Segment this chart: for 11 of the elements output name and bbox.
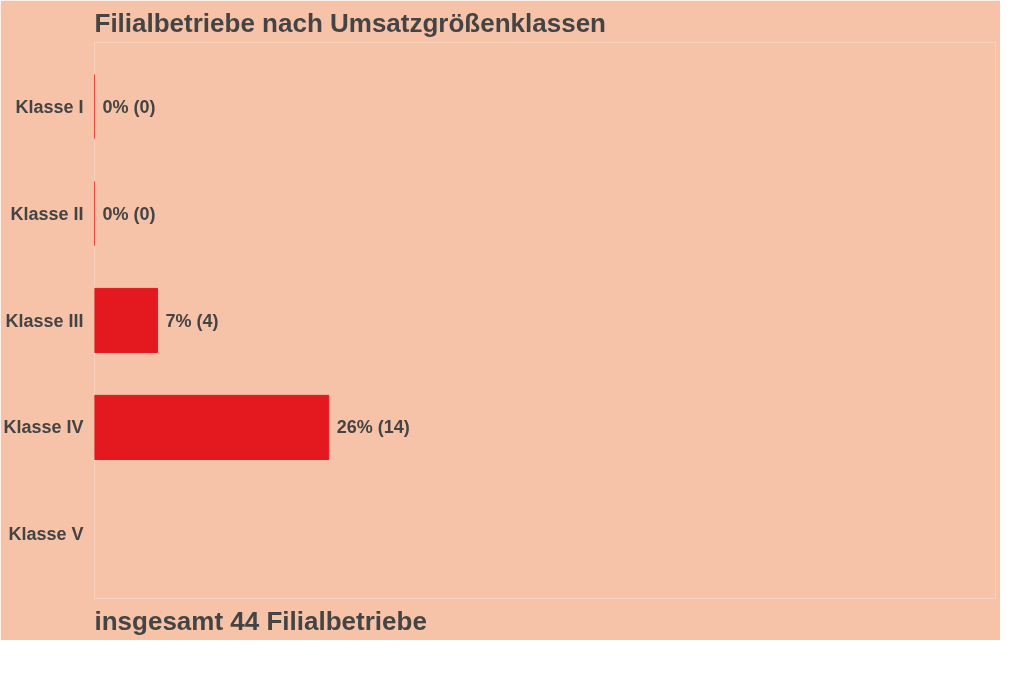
y-tick-label: Klasse III	[5, 310, 84, 331]
y-tick-label: Klasse I	[15, 96, 84, 117]
y-tick-label: Klasse II	[10, 203, 84, 224]
text: insgesamt 44 Filialbetriebe	[94, 605, 427, 636]
data-label: 0% (0)	[102, 203, 156, 224]
chart-title: Filialbetriebe nach Umsatzgrößenklassen	[94, 7, 606, 38]
data-label: 0% (0)	[102, 96, 156, 117]
data-label: 26% (14)	[336, 417, 410, 438]
data-label: 7% (4)	[165, 310, 219, 331]
y-tick-label: Klasse V	[8, 524, 84, 545]
y-tick-label: Klasse IV	[3, 417, 84, 438]
